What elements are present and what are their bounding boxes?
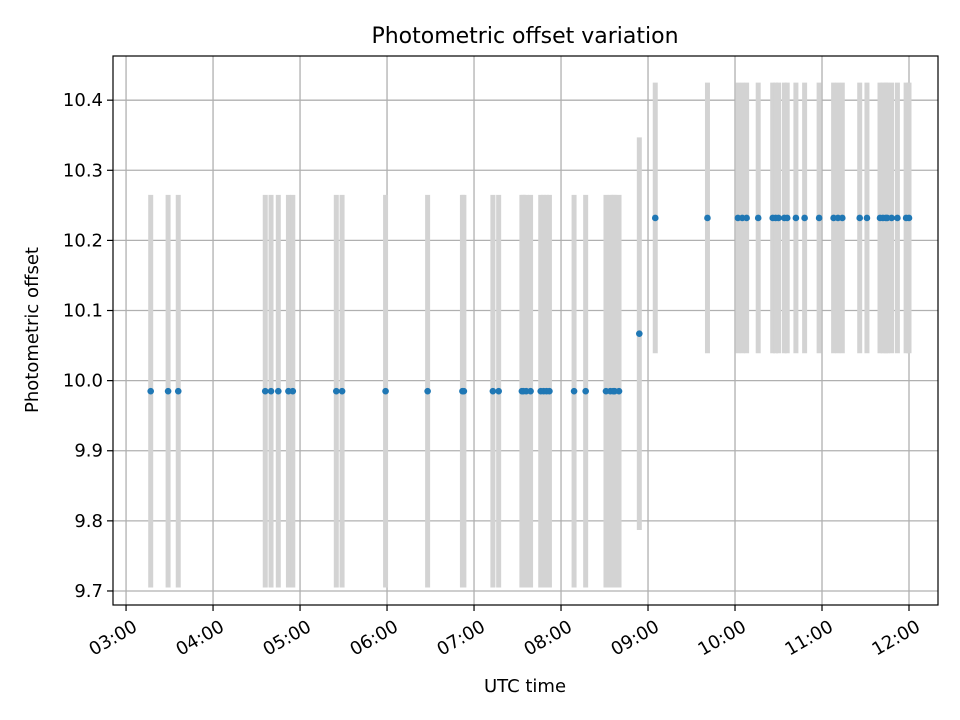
y-tick-label: 9.8 <box>74 511 103 532</box>
data-point <box>570 387 578 395</box>
y-axis-label: Photometric offset <box>22 247 43 413</box>
y-axis-ticks: 9.7 9.8 9.9 10.0 10.1 10.2 10.3 10.4 <box>63 90 113 602</box>
data-point <box>783 214 791 222</box>
data-point <box>856 214 864 222</box>
data-point <box>839 214 846 222</box>
data-point <box>495 387 502 395</box>
x-axis-label: UTC time <box>484 676 566 697</box>
y-tick-label: 10.2 <box>63 230 103 251</box>
plot-frame <box>112 55 939 606</box>
data-point <box>743 214 750 222</box>
y-tick-label: 10.4 <box>63 90 103 111</box>
data-point <box>863 214 871 222</box>
data-point <box>815 214 823 222</box>
data-point <box>754 214 762 222</box>
data-point <box>289 387 297 395</box>
data-point <box>546 387 553 395</box>
data-point <box>888 214 895 222</box>
data-point <box>164 387 172 395</box>
y-tick-label: 9.7 <box>74 581 103 602</box>
data-point <box>147 387 154 395</box>
data-point <box>615 387 623 395</box>
data-point <box>332 387 340 395</box>
data-point <box>261 387 269 395</box>
data-point <box>338 387 346 395</box>
data-point <box>527 387 534 395</box>
chart-title: Photometric offset variation <box>371 24 678 49</box>
data-points <box>147 214 913 395</box>
data-point <box>792 214 800 222</box>
data-point <box>905 214 913 222</box>
data-point <box>274 387 282 395</box>
data-point <box>636 330 643 337</box>
data-point <box>894 214 901 222</box>
data-point <box>424 387 431 395</box>
y-tick-label: 9.9 <box>74 441 103 462</box>
data-point <box>651 214 659 222</box>
data-point <box>267 387 275 395</box>
y-tick-label: 10.3 <box>63 160 103 181</box>
data-point <box>460 387 468 395</box>
data-point <box>382 387 389 395</box>
data-point <box>801 214 808 222</box>
data-point <box>704 214 711 222</box>
y-tick-label: 10.0 <box>63 371 103 392</box>
data-point <box>174 387 182 395</box>
data-point <box>582 387 589 395</box>
data-point <box>775 214 782 222</box>
data-point <box>489 387 497 395</box>
y-tick-label: 10.1 <box>63 301 103 322</box>
